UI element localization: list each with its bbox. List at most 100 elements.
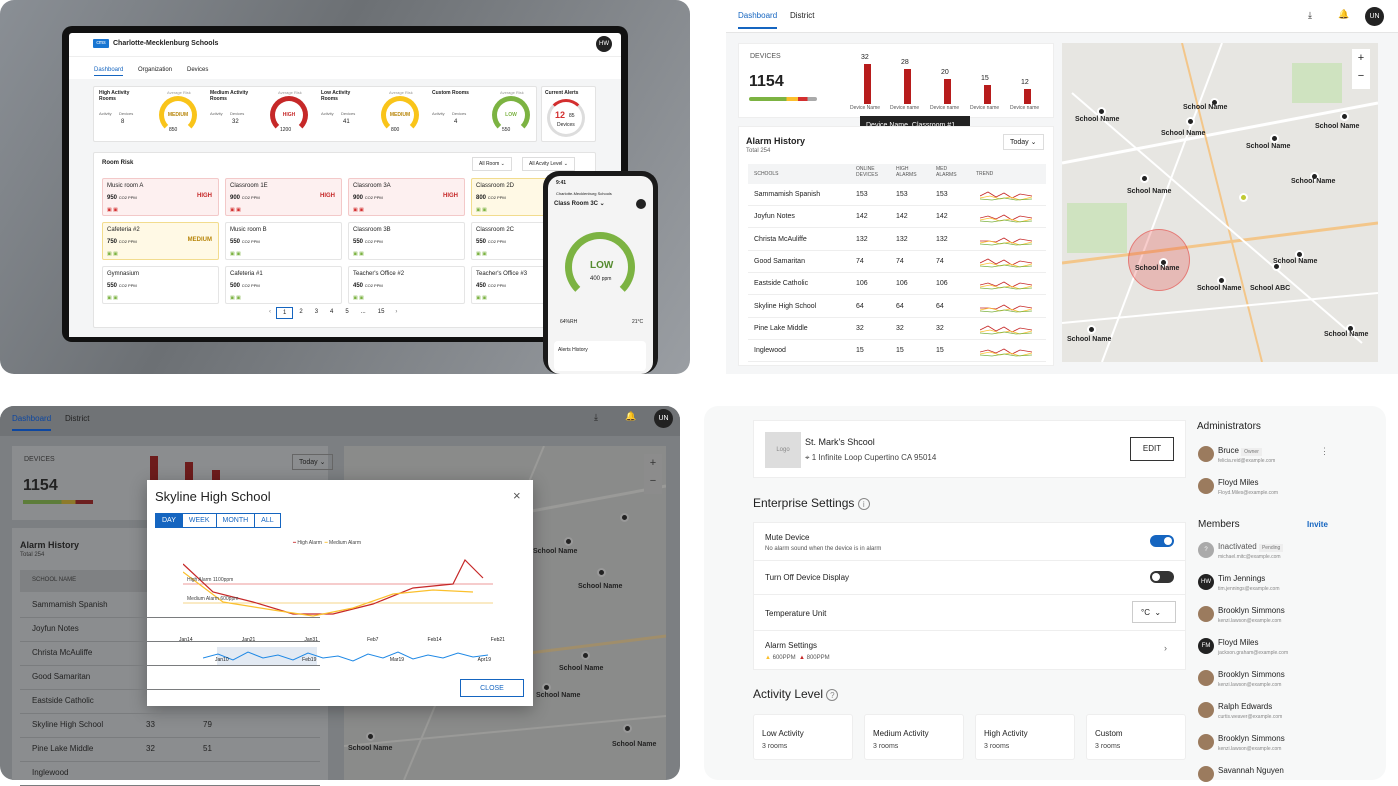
school-cell[interactable]: Joyfun Notes [32, 624, 79, 633]
school-pin[interactable] [597, 568, 606, 577]
page-button[interactable]: ... [360, 309, 366, 315]
phone-room[interactable]: Class Room 3C ⌄ [554, 201, 605, 207]
activity-level-card[interactable]: Low Activity 3 rooms [753, 714, 853, 760]
activity-level-card[interactable]: Custom 3 rooms [1086, 714, 1186, 760]
room-card[interactable]: Cafeteria #1 500 CO2 PPM ▣ ▣ [225, 266, 342, 304]
school-pin[interactable] [1340, 112, 1349, 121]
close-icon[interactable]: × [513, 488, 521, 503]
page-button[interactable]: 4 [330, 309, 334, 315]
tab-all[interactable]: ALL [254, 514, 279, 527]
bar[interactable] [864, 64, 871, 104]
school-cell[interactable]: Eastside Catholic [32, 696, 94, 705]
phone-alerts-history[interactable]: Alerts History [558, 347, 588, 353]
room-card[interactable]: Music room A 950 CO2 PPM HIGH ▣ ▣ [102, 178, 219, 216]
tab-dashboard[interactable]: Dashboard [738, 11, 778, 29]
table-row[interactable]: Christa McAuliffe 132 132 132 [748, 229, 1046, 251]
tab-dashboard[interactable]: Dashboard [94, 67, 124, 76]
school-pin[interactable] [581, 651, 590, 660]
room-filter[interactable]: All Room ⌄ [472, 157, 512, 171]
school-pin[interactable] [623, 724, 632, 733]
activity-level-card[interactable]: Medium Activity 3 rooms [864, 714, 964, 760]
school-pin[interactable] [542, 683, 551, 692]
table-row[interactable]: Pine Lake Middle 32 32 32 [748, 318, 1046, 340]
room-card[interactable]: Gymnasium 550 CO2 PPM ▣ ▣ [102, 266, 219, 304]
page-button[interactable]: 3 [314, 309, 319, 315]
school-cell[interactable]: Skyline High School [32, 720, 104, 729]
district-map[interactable]: + − [1062, 43, 1378, 362]
period-select[interactable]: Today ⌄ [292, 454, 333, 470]
help-icon[interactable]: ? [826, 689, 839, 701]
download-icon[interactable]: ⤓ [1308, 10, 1312, 20]
school-pin[interactable] [620, 513, 629, 522]
page-button[interactable]: 2 [299, 309, 303, 315]
alarm-settings-label[interactable]: Alarm Settings [765, 641, 818, 650]
table-row[interactable]: Sammamish Spanish 153 153 153 [748, 184, 1046, 206]
school-pin[interactable] [1140, 174, 1149, 183]
table-row[interactable]: Eastside Catholic 106 106 106 [748, 273, 1046, 296]
chevron-right-icon[interactable]: › [1164, 643, 1167, 653]
download-icon[interactable]: ⤓ [594, 412, 598, 422]
activity-level-card[interactable]: High Activity 3 rooms [975, 714, 1075, 760]
room-card[interactable]: Music room B 550 CO2 PPM ▣ ▣ [225, 222, 342, 260]
school-pin[interactable] [1272, 262, 1281, 271]
prev-page-icon[interactable]: ‹ [269, 309, 271, 315]
school-pin[interactable] [1186, 117, 1195, 126]
page-button[interactable]: 5 [345, 309, 349, 315]
school-pin[interactable] [564, 537, 573, 546]
bar[interactable] [984, 85, 991, 104]
room-card[interactable]: Classroom 1E 900 CO2 PPM HIGH ▣ ▣ [225, 178, 342, 216]
school-pin[interactable] [1270, 134, 1279, 143]
mute-toggle[interactable] [1150, 535, 1174, 547]
level-filter[interactable]: All Acvity Level ⌄ [522, 157, 575, 171]
school-pin[interactable] [1295, 250, 1304, 259]
edit-button[interactable]: EDIT [1130, 437, 1174, 461]
avatar[interactable]: HW [596, 36, 612, 52]
bar[interactable] [1024, 89, 1031, 104]
invite-link[interactable]: Invite [1307, 520, 1328, 529]
table-row[interactable]: Good Samaritan 74 74 74 [748, 251, 1046, 273]
school-pin[interactable] [1087, 325, 1096, 334]
avatar[interactable]: UN [654, 409, 673, 428]
school-pin[interactable] [1097, 107, 1106, 116]
room-card[interactable]: Classroom 3A 900 CO2 PPM HIGH ▣ ▣ [348, 178, 465, 216]
table-row[interactable]: Joyfun Notes 142 142 142 [748, 206, 1046, 229]
room-card[interactable]: Classroom 3B 550 CO2 PPM ▣ ▣ [348, 222, 465, 260]
table-row[interactable]: Inglewood 15 15 15 [748, 340, 1046, 363]
avatar[interactable]: UN [1365, 7, 1384, 26]
temp-select[interactable]: °C ⌄ [1132, 601, 1176, 623]
school-pin[interactable] [1159, 258, 1168, 267]
tab-month[interactable]: MONTH [215, 514, 255, 527]
tab-week[interactable]: WEEK [181, 514, 216, 527]
room-card[interactable]: Teacher's Office #2 450 CO2 PPM ▣ ▣ [348, 266, 465, 304]
close-button[interactable]: CLOSE [460, 679, 524, 697]
tab-organization[interactable]: Organization [138, 67, 173, 73]
bell-icon[interactable]: 🔔 [1338, 9, 1350, 19]
school-cell[interactable]: Inglewood [32, 768, 69, 777]
tab-day[interactable]: DAY [156, 514, 182, 527]
period-select[interactable]: Today ⌄ [1003, 134, 1044, 150]
school-pin[interactable] [1239, 193, 1248, 202]
info-icon[interactable]: i [857, 498, 870, 510]
tab-dashboard[interactable]: Dashboard [12, 414, 52, 431]
school-pin[interactable] [1210, 98, 1219, 107]
tab-district[interactable]: District [65, 414, 90, 423]
bar[interactable] [944, 79, 951, 104]
school-cell[interactable]: Sammamish Spanish [32, 600, 108, 609]
school-pin[interactable] [366, 732, 375, 741]
bar[interactable] [904, 69, 911, 104]
next-page-icon[interactable]: › [395, 309, 398, 315]
school-pin[interactable] [1217, 276, 1226, 285]
table-row[interactable]: Skyline High School 64 64 64 [748, 296, 1046, 318]
tab-district[interactable]: District [790, 11, 815, 20]
school-cell[interactable]: Good Samaritan [32, 672, 91, 681]
bell-icon[interactable]: 🔔 [625, 411, 637, 421]
school-cell[interactable]: Christa McAuliffe [32, 648, 93, 657]
page-button[interactable]: 15 [377, 309, 385, 315]
page-button[interactable]: 1 [276, 307, 294, 319]
school-pin[interactable] [1310, 172, 1319, 181]
room-card[interactable]: Cafeteria #2 750 CO2 PPM MEDIUM ▣ ▣ [102, 222, 219, 260]
tab-devices[interactable]: Devices [187, 67, 209, 73]
zoom-control[interactable]: + − [1352, 49, 1370, 89]
display-toggle[interactable] [1150, 571, 1174, 583]
school-cell[interactable]: Pine Lake Middle [32, 744, 94, 753]
